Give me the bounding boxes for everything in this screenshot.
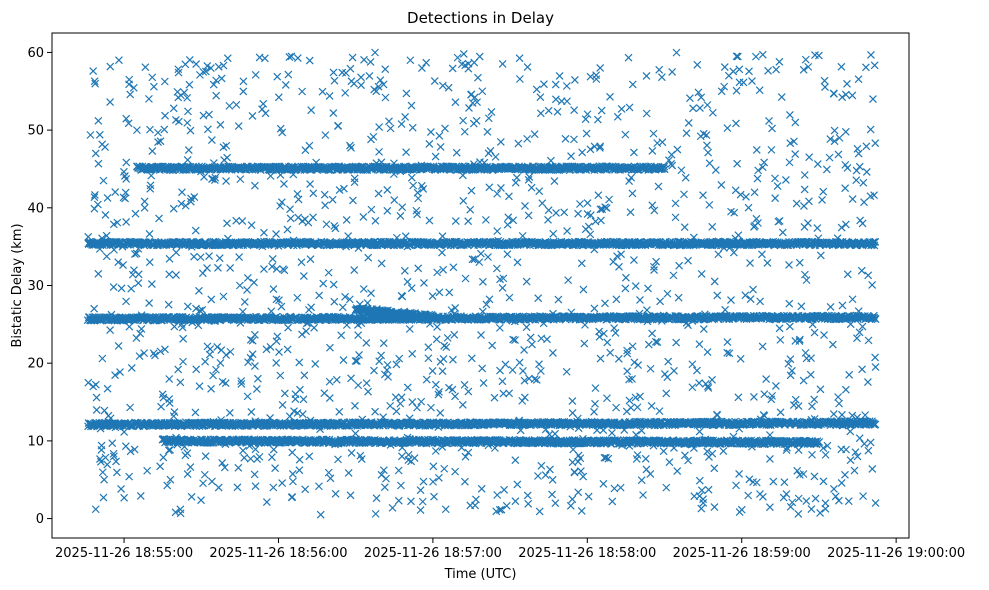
scatter-marks <box>83 48 880 519</box>
